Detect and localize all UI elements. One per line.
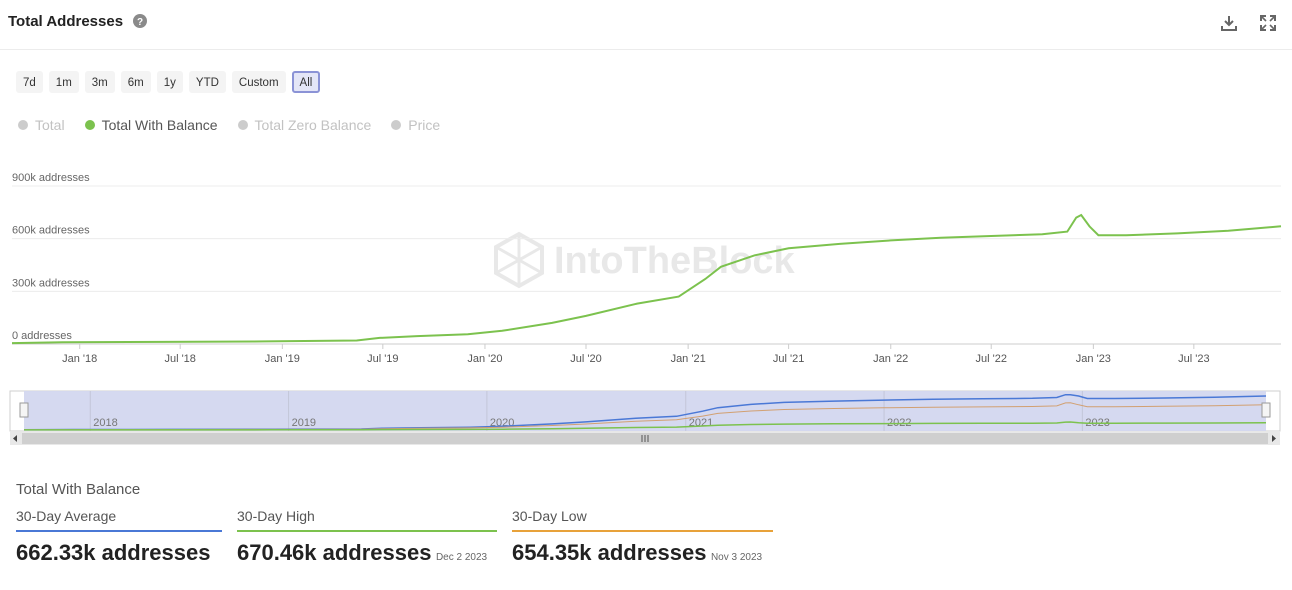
range-button-1y[interactable]: 1y xyxy=(156,71,183,93)
stat-average: 30-Day Average 662.33k addresses xyxy=(16,508,222,566)
scroll-right-arrow[interactable] xyxy=(1272,435,1276,442)
svg-text:?: ? xyxy=(137,17,143,28)
range-button-all[interactable]: All xyxy=(291,71,321,93)
stat-average-value: 662.33k addresses xyxy=(16,540,211,565)
stat-low-value: 654.35k addresses xyxy=(512,540,707,565)
navigator-year-label: 2021 xyxy=(689,417,713,429)
legend-dot-icon xyxy=(18,120,28,130)
stat-high: 30-Day High 670.46k addresses Dec 2 2023 xyxy=(237,508,497,566)
stat-high-label: 30-Day High xyxy=(237,508,497,532)
navigator-selection[interactable] xyxy=(24,391,1266,431)
stat-high-value: 670.46k addresses xyxy=(237,540,432,565)
legend-item-price[interactable]: Price xyxy=(391,117,440,133)
y-tick-label: 300k addresses xyxy=(12,277,90,289)
stat-low-date: Nov 3 2023 xyxy=(710,552,763,563)
x-tick-label: Jul '21 xyxy=(773,353,804,365)
x-tick-label: Jan '22 xyxy=(873,353,908,365)
x-tick-label: Jul '18 xyxy=(164,353,195,365)
chart-header: Total Addresses ? xyxy=(0,0,1292,50)
navigator-year-label: 2019 xyxy=(292,417,316,429)
range-button-7d[interactable]: 7d xyxy=(16,71,43,93)
stat-low: 30-Day Low 654.35k addresses Nov 3 2023 xyxy=(512,508,773,566)
legend-item-total-with-balance[interactable]: Total With Balance xyxy=(84,117,218,133)
range-button-1m[interactable]: 1m xyxy=(48,71,79,93)
range-button-ytd[interactable]: YTD xyxy=(188,71,226,93)
stats-title: Total With Balance xyxy=(16,481,141,498)
chart-legend: Total Total With Balance Total Zero Balanc… xyxy=(18,117,440,133)
legend-label: Price xyxy=(408,117,441,133)
watermark-logo: IntoTheBlock xyxy=(494,231,796,289)
legend-item-total-zero-balance[interactable]: Total Zero Balance xyxy=(237,117,372,133)
stat-low-label: 30-Day Low xyxy=(512,508,773,532)
legend-dot-icon xyxy=(391,120,402,130)
y-tick-label: 0 addresses xyxy=(12,330,72,342)
y-tick-label: 600k addresses xyxy=(12,225,90,237)
range-navigator[interactable]: 2018 2019 2020 2021 2022 2023 xyxy=(0,390,1292,448)
scrollbar-grip-icon xyxy=(641,435,649,442)
watermark-text: IntoTheBlock xyxy=(554,240,796,282)
legend-label: Total xyxy=(35,117,65,133)
navigator-year-label: 2018 xyxy=(93,417,117,429)
help-icon[interactable]: ? xyxy=(133,14,147,28)
stat-average-label: 30-Day Average xyxy=(16,508,222,532)
series-line-total-with-balance[interactable] xyxy=(11,213,1282,345)
legend-dot-icon xyxy=(84,120,95,130)
range-selector: 7d 1m 3m 6m 1y YTD Custom All xyxy=(16,71,321,93)
x-tick-label: Jan '20 xyxy=(467,353,502,365)
navigator-line-with-balance xyxy=(24,421,1267,431)
navigator-handle-left[interactable] xyxy=(19,402,29,418)
legend-dot-icon xyxy=(237,120,248,130)
navigator-handle-right[interactable] xyxy=(1261,402,1271,418)
x-tick-label: Jul '19 xyxy=(367,353,398,365)
download-icon[interactable] xyxy=(1220,14,1238,32)
x-tick-label: Jul '23 xyxy=(1178,353,1209,365)
legend-item-total[interactable]: Total xyxy=(18,117,65,133)
page-title: Total Addresses xyxy=(8,13,124,30)
range-button-6m[interactable]: 6m xyxy=(120,71,151,93)
legend-label: Total With Balance xyxy=(101,117,218,133)
fullscreen-icon[interactable] xyxy=(1259,14,1277,32)
range-button-3m[interactable]: 3m xyxy=(84,71,115,93)
x-tick-label: Jan '19 xyxy=(265,353,300,365)
range-button-custom[interactable]: Custom xyxy=(231,71,286,93)
navigator-line-total xyxy=(23,393,1267,431)
x-tick-label: Jul '22 xyxy=(976,353,1007,365)
y-tick-label: 900k addresses xyxy=(12,172,90,184)
stat-high-date: Dec 2 2023 xyxy=(435,552,488,563)
line-chart: IntoTheBlock 0 addresses 300k addresses 60… xyxy=(11,172,1282,365)
x-tick-label: Jan '21 xyxy=(671,353,706,365)
navigator-line-zero-balance xyxy=(23,402,1267,431)
x-tick-label: Jan '23 xyxy=(1076,353,1111,365)
x-tick-label: Jul '20 xyxy=(570,353,601,365)
legend-label: Total Zero Balance xyxy=(254,117,372,133)
scroll-left-arrow[interactable] xyxy=(13,435,17,442)
x-tick-label: Jan '18 xyxy=(62,353,97,365)
